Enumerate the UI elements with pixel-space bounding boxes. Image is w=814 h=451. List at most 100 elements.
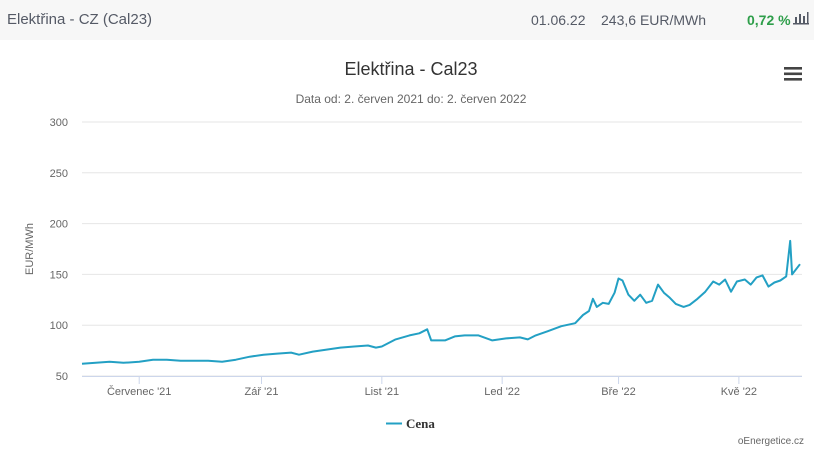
data-point[interactable] [274,351,280,357]
data-point[interactable] [787,238,793,244]
data-point[interactable] [742,276,748,282]
data-point[interactable] [120,360,126,366]
data-point[interactable] [728,289,734,295]
data-point[interactable] [572,320,578,326]
data-point[interactable] [558,323,564,329]
data-point[interactable] [687,302,693,308]
data-point[interactable] [365,343,371,349]
data-point[interactable] [424,326,430,332]
data-point[interactable] [233,357,239,363]
price-value: 243,6 [601,12,637,28]
data-point[interactable] [247,354,253,360]
data-point[interactable] [517,334,523,340]
data-point[interactable] [734,279,740,285]
data-point[interactable] [655,282,661,288]
instrument-title: Elektřina - CZ (Cal23) [7,11,153,28]
data-point[interactable] [136,359,142,365]
quote-header: Elektřina - CZ (Cal23) 01.06.22 243,6 EU… [0,0,814,40]
data-point[interactable] [637,292,643,298]
data-point[interactable] [797,261,803,267]
data-point[interactable] [643,300,649,306]
data-point[interactable] [296,352,302,358]
data-point[interactable] [164,357,170,363]
data-point[interactable] [288,350,294,356]
data-point[interactable] [533,332,539,338]
data-point[interactable] [475,332,481,338]
data-point[interactable] [631,298,637,304]
y-tick-label: 300 [50,117,68,129]
data-point[interactable] [379,344,385,350]
data-point[interactable] [260,352,266,358]
data-point[interactable] [219,359,225,365]
data-point[interactable] [416,330,422,336]
chart-grid [82,121,802,377]
data-point[interactable] [783,273,789,279]
data-point[interactable] [393,336,399,342]
data-point[interactable] [580,312,586,318]
data-point[interactable] [191,358,197,364]
data-point[interactable] [310,349,316,355]
data-point[interactable] [771,280,777,286]
data-point[interactable] [789,271,795,277]
data-point[interactable] [93,360,99,366]
x-axis: Červenec '21 Zář '21 List '21 Led '22 Bře '2… [82,376,802,398]
data-point[interactable] [107,359,113,365]
data-point[interactable] [649,298,655,304]
x-tick-label: Bře '22 [601,386,636,398]
price-chart: Elektřina - Cal23 Data od: 2. červen 202… [24,59,803,431]
data-point[interactable] [545,328,551,334]
quote-price: 243,6 EUR/MWh [601,12,706,28]
y-tick-label: 150 [50,269,68,281]
series-line-cena[interactable] [81,239,801,365]
chart-title: Elektřina - Cal23 [344,59,477,79]
data-point[interactable] [406,332,412,338]
data-point[interactable] [452,333,458,339]
legend-label[interactable]: Cena [406,416,435,431]
data-point[interactable] [503,335,509,341]
data-point[interactable] [619,277,625,283]
data-point[interactable] [373,345,379,351]
data-point[interactable] [661,290,667,296]
data-point[interactable] [525,336,531,342]
data-point[interactable] [765,284,771,290]
credit-link[interactable]: oEnergetice.cz [737,436,804,447]
data-point[interactable] [600,300,606,306]
data-point[interactable] [754,274,760,280]
data-point[interactable] [586,308,592,314]
legend[interactable]: Cena [386,416,435,431]
data-point[interactable] [667,295,673,301]
data-point[interactable] [612,290,618,296]
data-point[interactable] [79,361,85,367]
data-point[interactable] [205,358,211,364]
data-point[interactable] [178,358,184,364]
data-point[interactable] [594,304,600,310]
data-point[interactable] [489,337,495,343]
data-point[interactable] [462,332,468,338]
data-point[interactable] [681,304,687,310]
data-point[interactable] [590,296,596,302]
data-point[interactable] [428,337,434,343]
data-point[interactable] [702,289,708,295]
data-point[interactable] [722,276,728,282]
hamburger-menu-icon[interactable] [784,67,802,81]
data-point[interactable] [442,337,448,343]
data-point[interactable] [710,279,716,285]
bar-chart-icon[interactable] [793,11,809,25]
data-point[interactable] [748,282,754,288]
data-point[interactable] [337,345,343,351]
data-point[interactable] [625,292,631,298]
data-point[interactable] [716,282,722,288]
y-axis: 50 100 150 200 250 300 [50,117,68,383]
data-point[interactable] [606,301,612,307]
x-tick-label: List '21 [365,386,400,398]
data-point[interactable] [694,296,700,302]
quote-date: 01.06.22 [531,12,586,28]
data-point[interactable] [760,272,766,278]
data-point[interactable] [673,301,679,307]
data-point[interactable] [324,347,330,353]
y-tick-label: 250 [50,168,68,180]
plot-area [79,238,803,367]
data-point[interactable] [777,277,783,283]
data-point[interactable] [351,344,357,350]
data-point[interactable] [150,357,156,363]
